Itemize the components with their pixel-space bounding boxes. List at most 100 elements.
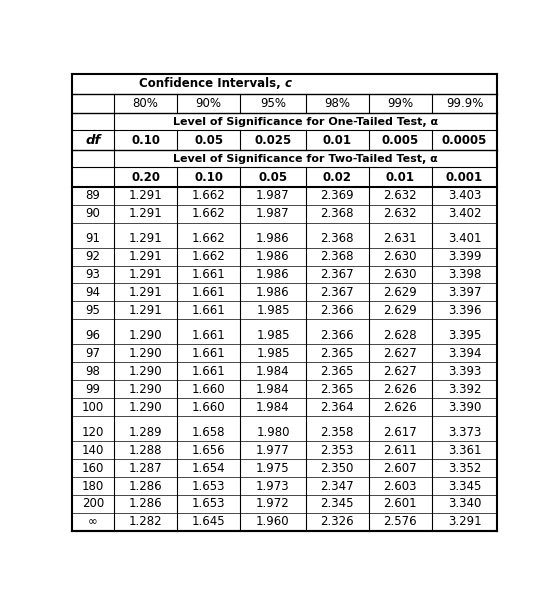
Text: 1.290: 1.290 <box>129 347 163 360</box>
Text: 1.975: 1.975 <box>256 462 290 474</box>
Text: 2.365: 2.365 <box>320 383 354 396</box>
Text: 1.658: 1.658 <box>192 426 225 438</box>
Text: 99: 99 <box>85 383 100 396</box>
Text: 1.291: 1.291 <box>129 304 163 317</box>
Text: 2.603: 2.603 <box>384 480 417 492</box>
Text: 0.001: 0.001 <box>446 171 483 183</box>
Text: 2.368: 2.368 <box>320 207 354 220</box>
Text: 1.972: 1.972 <box>256 497 290 510</box>
Text: 0.05: 0.05 <box>194 134 223 147</box>
Text: 3.390: 3.390 <box>448 401 481 414</box>
Text: 0.05: 0.05 <box>259 171 287 183</box>
Text: Confidence Intervals,: Confidence Intervals, <box>139 77 284 90</box>
Text: 1.987: 1.987 <box>256 207 290 220</box>
Text: 1.985: 1.985 <box>256 347 290 360</box>
Text: 2.364: 2.364 <box>320 401 354 414</box>
Text: 120: 120 <box>82 426 104 438</box>
Text: 1.662: 1.662 <box>192 207 225 220</box>
Text: 2.576: 2.576 <box>384 515 417 528</box>
Text: Level of Significance for One-Tailed Test, α: Level of Significance for One-Tailed Tes… <box>173 117 438 127</box>
Text: 3.399: 3.399 <box>448 250 481 263</box>
Text: 1.291: 1.291 <box>129 189 163 202</box>
Text: 1.661: 1.661 <box>192 329 225 342</box>
Text: 2.632: 2.632 <box>384 189 417 202</box>
Text: 1.984: 1.984 <box>256 383 290 396</box>
Text: 1.986: 1.986 <box>256 250 290 263</box>
Text: 3.361: 3.361 <box>448 444 481 456</box>
Text: 3.401: 3.401 <box>448 232 481 245</box>
Text: 1.288: 1.288 <box>129 444 163 456</box>
Text: 1.984: 1.984 <box>256 401 290 414</box>
Text: 2.345: 2.345 <box>320 497 354 510</box>
Text: c: c <box>284 77 291 90</box>
Text: df: df <box>85 134 100 147</box>
Text: 1.973: 1.973 <box>256 480 290 492</box>
Text: 1.282: 1.282 <box>129 515 163 528</box>
Text: 0.10: 0.10 <box>194 171 223 183</box>
Text: 2.617: 2.617 <box>384 426 417 438</box>
Text: 1.645: 1.645 <box>192 515 225 528</box>
Text: 2.365: 2.365 <box>320 347 354 360</box>
Text: 1.291: 1.291 <box>129 286 163 299</box>
Text: 1.286: 1.286 <box>129 497 163 510</box>
Text: 99%: 99% <box>387 97 413 110</box>
Text: 95%: 95% <box>260 97 286 110</box>
Text: 99.9%: 99.9% <box>446 97 483 110</box>
Text: 97: 97 <box>85 347 100 360</box>
Text: 180: 180 <box>82 480 104 492</box>
Text: 3.291: 3.291 <box>448 515 481 528</box>
Text: 3.394: 3.394 <box>448 347 481 360</box>
Text: 2.366: 2.366 <box>320 329 354 342</box>
Text: 3.402: 3.402 <box>448 207 481 220</box>
Text: 2.347: 2.347 <box>320 480 354 492</box>
Text: 1.660: 1.660 <box>192 383 225 396</box>
Text: 0.025: 0.025 <box>254 134 291 147</box>
Text: ∞: ∞ <box>88 515 98 528</box>
Text: 96: 96 <box>85 329 100 342</box>
Text: 93: 93 <box>85 268 100 281</box>
Text: 200: 200 <box>82 497 104 510</box>
Text: 2.629: 2.629 <box>384 304 417 317</box>
Text: 89: 89 <box>85 189 100 202</box>
Text: 1.291: 1.291 <box>129 268 163 281</box>
Text: 2.628: 2.628 <box>384 329 417 342</box>
Text: 2.353: 2.353 <box>321 444 354 456</box>
Text: 2.369: 2.369 <box>320 189 354 202</box>
Text: 1.662: 1.662 <box>192 189 225 202</box>
Text: 1.286: 1.286 <box>129 480 163 492</box>
Text: 1.654: 1.654 <box>192 462 225 474</box>
Text: 1.290: 1.290 <box>129 365 163 378</box>
Text: 1.661: 1.661 <box>192 286 225 299</box>
Text: 140: 140 <box>82 444 104 456</box>
Text: 1.662: 1.662 <box>192 250 225 263</box>
Text: 0.0005: 0.0005 <box>442 134 487 147</box>
Text: 0.20: 0.20 <box>131 171 160 183</box>
Text: 2.630: 2.630 <box>384 268 417 281</box>
Text: 2.350: 2.350 <box>321 462 354 474</box>
Text: 2.611: 2.611 <box>384 444 417 456</box>
Text: 3.345: 3.345 <box>448 480 481 492</box>
Text: 1.289: 1.289 <box>129 426 163 438</box>
Text: 3.397: 3.397 <box>448 286 481 299</box>
Text: 1.986: 1.986 <box>256 286 290 299</box>
Text: 2.366: 2.366 <box>320 304 354 317</box>
Text: 3.373: 3.373 <box>448 426 481 438</box>
Text: 90: 90 <box>85 207 100 220</box>
Text: 1.960: 1.960 <box>256 515 290 528</box>
Text: 2.626: 2.626 <box>384 401 417 414</box>
Text: 80%: 80% <box>133 97 159 110</box>
Text: 1.653: 1.653 <box>192 497 225 510</box>
Text: 1.291: 1.291 <box>129 232 163 245</box>
Text: 1.291: 1.291 <box>129 250 163 263</box>
Text: 98%: 98% <box>324 97 350 110</box>
Text: 0.005: 0.005 <box>382 134 419 147</box>
Text: 2.368: 2.368 <box>320 232 354 245</box>
Text: 2.326: 2.326 <box>320 515 354 528</box>
Text: 98: 98 <box>85 365 100 378</box>
Text: 1.987: 1.987 <box>256 189 290 202</box>
Text: 2.631: 2.631 <box>384 232 417 245</box>
Text: 2.607: 2.607 <box>384 462 417 474</box>
Text: 1.287: 1.287 <box>129 462 163 474</box>
Text: 3.393: 3.393 <box>448 365 481 378</box>
Text: 92: 92 <box>85 250 100 263</box>
